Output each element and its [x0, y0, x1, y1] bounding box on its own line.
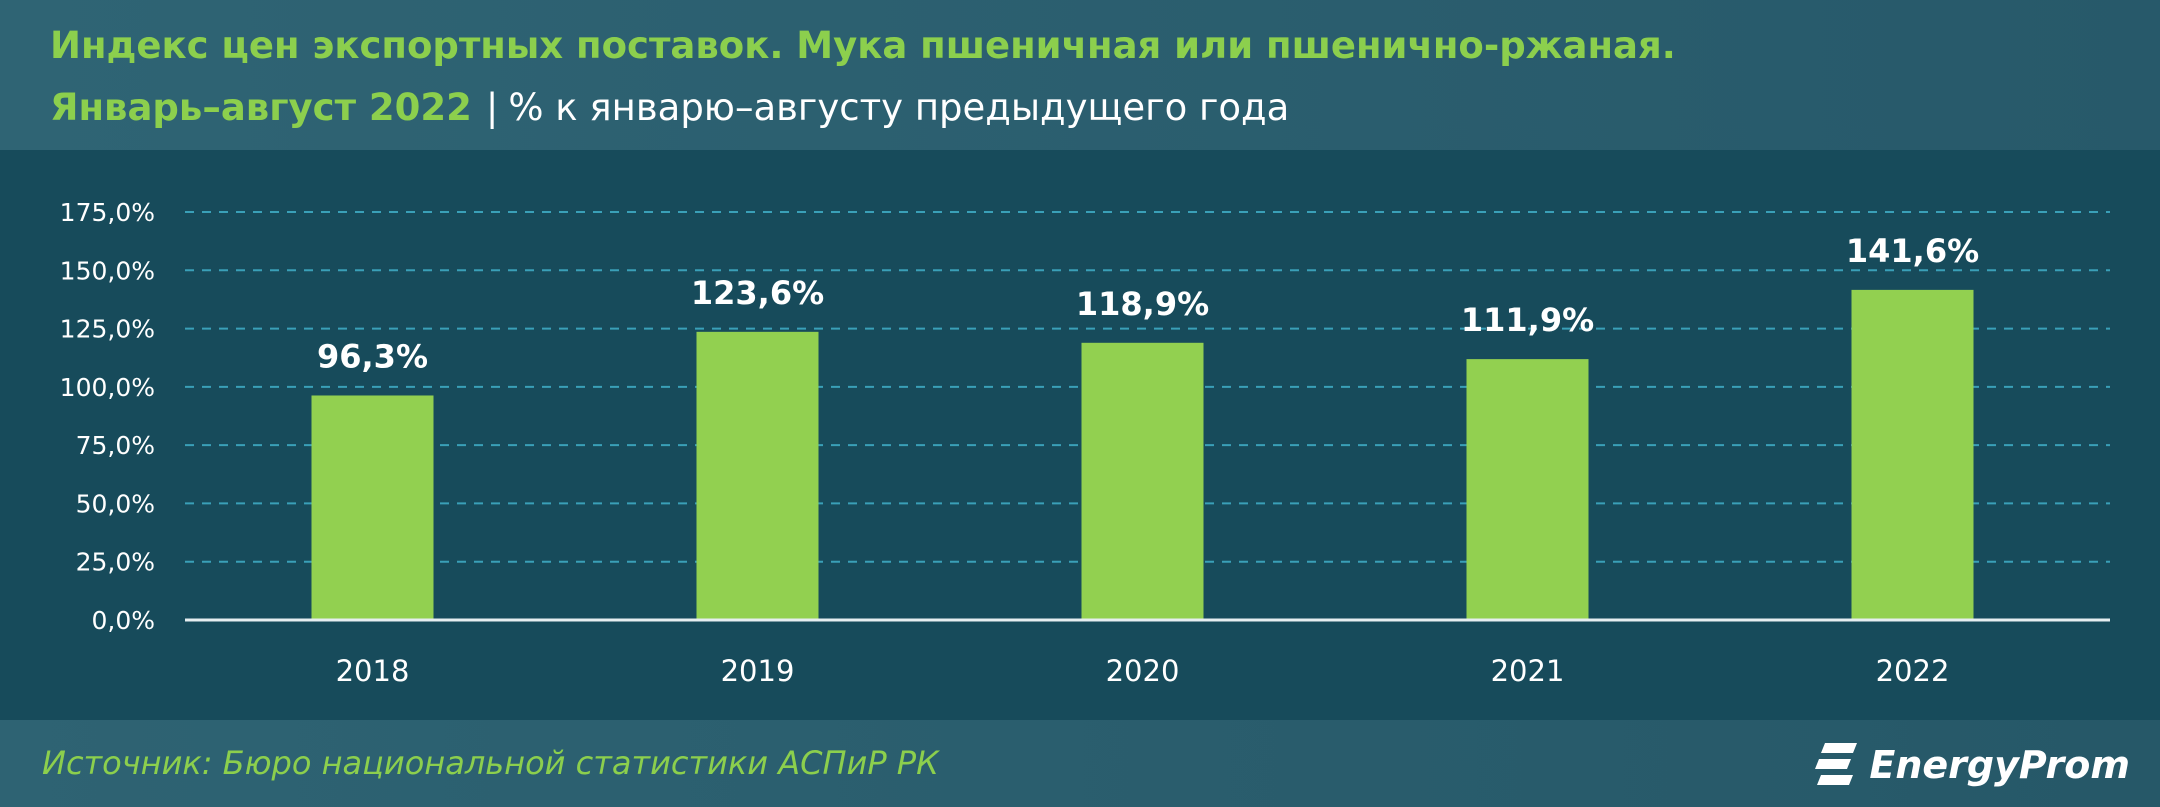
y-axis-ticks: 0,0% 25,0% 50,0% 75,0% 100,0% 125,0% 150,0% 175… — [60, 198, 155, 635]
energyprom-logo-icon — [1815, 743, 1858, 785]
x-axis-labels: 2018 2019 2020 2021 2022 — [336, 654, 1950, 688]
footer-band: Источник: Бюро национальной статистики А… — [0, 720, 2160, 807]
chart-title: Индекс цен экспортных поставок. Мука пше… — [50, 24, 1676, 67]
x-tick-label-2022: 2022 — [1876, 654, 1950, 688]
bar-2018 — [311, 395, 434, 619]
y-tick-label: 50,0% — [76, 489, 155, 518]
bar-2019 — [696, 331, 819, 619]
source-note: Источник: Бюро национальной статистики А… — [42, 744, 939, 782]
data-label-2018: 96,3% — [317, 337, 428, 375]
y-tick-label: 150,0% — [60, 256, 155, 285]
chart-panel: 0,0% 25,0% 50,0% 75,0% 100,0% 125,0% 150,0% 175… — [0, 150, 2160, 720]
x-tick-label-2019: 2019 — [721, 654, 795, 688]
bars — [311, 289, 1974, 619]
bar-2021 — [1466, 359, 1589, 619]
y-tick-label: 100,0% — [60, 373, 155, 402]
y-tick-label: 125,0% — [60, 315, 155, 344]
gridlines — [185, 211, 2110, 622]
data-label-2019: 123,6% — [691, 274, 824, 312]
chart-subtitle: Январь–август 2022 |% к январю–августу пр… — [50, 86, 1289, 129]
y-tick-label: 0,0% — [91, 606, 155, 635]
y-tick-label: 75,0% — [76, 431, 155, 460]
y-tick-label: 25,0% — [76, 548, 155, 577]
data-labels: 96,3% 123,6% 118,9% 111,9% 141,6% — [317, 232, 1979, 376]
title-separator: | — [485, 86, 499, 129]
logo-text: EnergyProm — [1869, 743, 2130, 787]
data-label-2022: 141,6% — [1846, 232, 1979, 270]
data-label-2020: 118,9% — [1076, 285, 1209, 323]
x-tick-label-2018: 2018 — [336, 654, 410, 688]
title-unit: % к январю–августу предыдущего года — [508, 86, 1290, 129]
bar-2022 — [1851, 289, 1974, 619]
x-tick-label-2021: 2021 — [1491, 654, 1565, 688]
data-label-2021: 111,9% — [1461, 301, 1594, 339]
header-band: Индекс цен экспортных поставок. Мука пше… — [0, 0, 2160, 150]
x-tick-label-2020: 2020 — [1106, 654, 1180, 688]
title-period: Январь–август 2022 — [50, 86, 472, 129]
y-tick-label: 175,0% — [60, 198, 155, 227]
bar-2020 — [1081, 342, 1204, 619]
bar-chart: 0,0% 25,0% 50,0% 75,0% 100,0% 125,0% 150,0% 175… — [60, 198, 2110, 688]
energyprom-logo: EnergyProm — [1811, 734, 2130, 796]
